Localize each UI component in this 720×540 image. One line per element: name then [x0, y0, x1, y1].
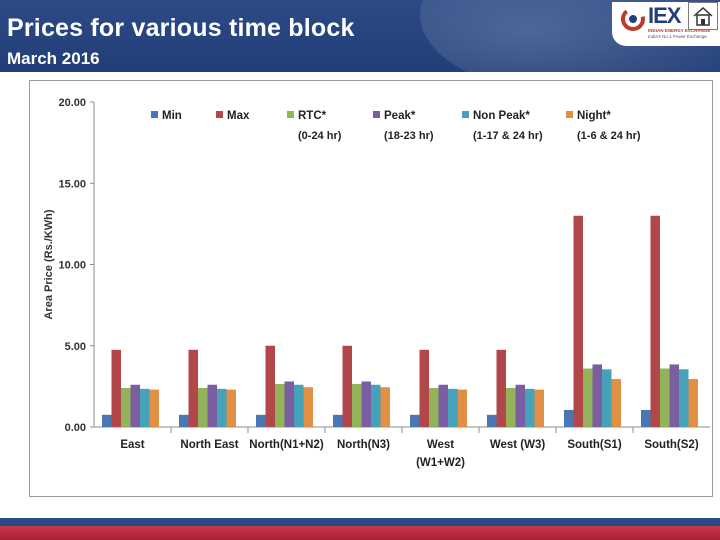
y-tick-label: 5.00	[65, 341, 86, 353]
bar-peak	[438, 384, 448, 427]
legend-swatch	[462, 111, 469, 118]
legend-sublabel: (1-6 & 24 hr)	[577, 130, 641, 142]
legend-label: RTC*	[298, 110, 327, 122]
legend-label: Non Peak*	[473, 110, 530, 122]
legend-sublabel: (1-17 & 24 hr)	[473, 130, 543, 142]
legend-label: Peak*	[384, 110, 416, 122]
legend-sublabel: (18-23 hr)	[384, 130, 434, 142]
bar-max	[573, 215, 583, 427]
bar-non-peak	[602, 369, 612, 427]
y-axis-label: Area Price (Rs./KWh)	[43, 209, 55, 319]
x-tick-label: North(N3)	[337, 439, 390, 451]
bar-non-peak	[140, 388, 150, 427]
x-tick-label: (W1+W2)	[416, 457, 465, 469]
bar-non-peak	[448, 388, 458, 427]
x-tick-label: South(S2)	[644, 439, 698, 451]
bar-min	[487, 414, 497, 427]
y-tick-label: 20.00	[58, 97, 86, 109]
footer-bar-red	[0, 526, 720, 540]
chart-frame: 0.00 5.00 10.00 15.00 20.00 Area Price (Rs./K…	[29, 80, 713, 497]
bar-peak	[284, 381, 294, 427]
bar-max	[419, 349, 429, 427]
bar-night	[611, 379, 621, 427]
footer-bar-blue	[0, 518, 720, 526]
x-tick-label: East	[120, 439, 144, 451]
bar-peak	[207, 384, 217, 427]
legend-swatch	[151, 111, 158, 118]
page-subtitle: March 2016	[7, 49, 100, 68]
bar-non-peak	[679, 369, 689, 427]
bar-min	[256, 414, 266, 427]
bar-max	[188, 349, 198, 427]
legend-swatch	[566, 111, 573, 118]
page-title: Prices for various time block	[7, 14, 355, 42]
bar-night	[457, 389, 467, 427]
bar-night	[303, 387, 313, 427]
x-tick-label: North East	[180, 439, 238, 451]
bar-peak	[669, 364, 679, 427]
bar-non-peak	[217, 388, 227, 427]
bar-rtc	[660, 368, 670, 427]
y-tick-label: 15.00	[58, 178, 86, 190]
bar-min	[641, 409, 651, 427]
bar-rtc	[583, 368, 593, 427]
legend-label: Min	[162, 110, 182, 122]
bar-max	[265, 345, 275, 427]
bar-night	[380, 387, 390, 427]
x-tick-label: North(N1+N2)	[249, 439, 324, 451]
bar-max	[111, 349, 121, 427]
logo-swirl-icon	[621, 7, 645, 31]
bar-rtc	[506, 388, 516, 427]
home-button[interactable]	[688, 2, 718, 30]
x-tick-label: West	[427, 439, 454, 451]
bar-max	[496, 349, 506, 427]
bar-night	[149, 389, 159, 427]
bar-max	[342, 345, 352, 427]
home-icon	[693, 6, 713, 26]
bar-peak	[592, 364, 602, 427]
bar-night	[226, 389, 236, 427]
y-tick-label: 0.00	[65, 422, 86, 434]
bar-non-peak	[371, 384, 381, 427]
bar-min	[179, 414, 189, 427]
x-tick-label: South(S1)	[567, 439, 621, 451]
legend-swatch	[373, 111, 380, 118]
bar-rtc	[198, 388, 208, 427]
bar-min	[333, 414, 343, 427]
bar-peak	[130, 384, 140, 427]
bar-night	[534, 389, 544, 427]
legend-sublabel: (0-24 hr)	[298, 130, 342, 142]
bar-max	[650, 215, 660, 427]
bar-peak	[515, 384, 525, 427]
price-bar-chart: 0.00 5.00 10.00 15.00 20.00 Area Price (Rs./K…	[43, 97, 710, 469]
legend-swatch	[216, 111, 223, 118]
legend-label: Max	[227, 110, 250, 122]
bar-night	[688, 379, 698, 427]
legend-swatch	[287, 111, 294, 118]
bar-rtc	[429, 388, 439, 427]
bar-rtc	[275, 383, 285, 427]
bar-min	[102, 414, 112, 427]
bar-min	[410, 414, 420, 427]
x-tick-label: West (W3)	[490, 439, 546, 451]
logo-text: IEX	[648, 3, 681, 28]
logo-tagline-secondary: India's No.1 Power Exchange	[648, 34, 707, 39]
bar-min	[564, 409, 574, 427]
bar-non-peak	[525, 388, 535, 427]
bar-rtc	[121, 388, 131, 427]
logo-tagline: INDIAN ENERGY EXCHANGE	[648, 28, 711, 33]
bar-rtc	[352, 383, 362, 427]
y-tick-label: 10.00	[58, 260, 86, 272]
bar-peak	[361, 381, 371, 427]
bar-non-peak	[294, 384, 304, 427]
legend-label: Night*	[577, 110, 611, 122]
